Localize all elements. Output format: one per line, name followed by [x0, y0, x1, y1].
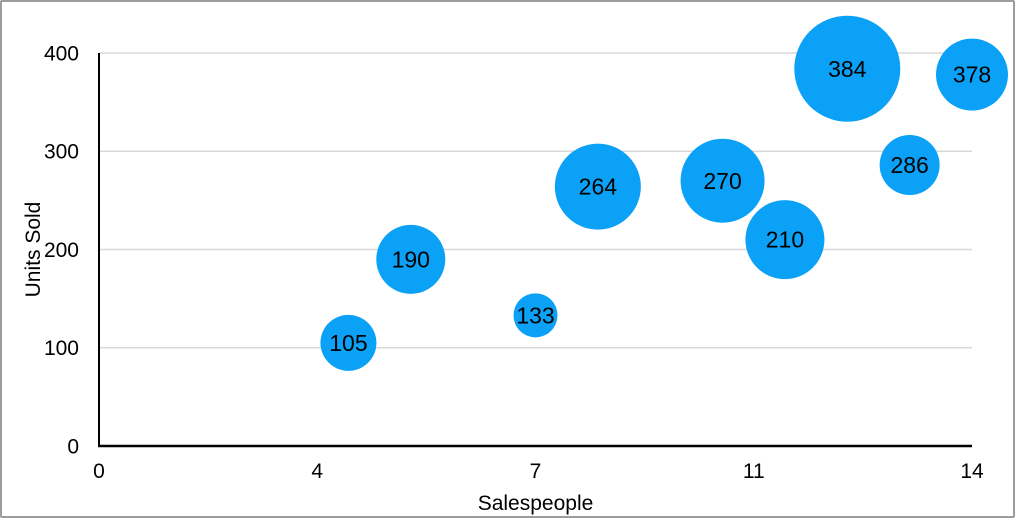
bubble-label: 105 [329, 330, 367, 356]
x-axis-title: Salespeople [478, 492, 594, 515]
bubble[interactable] [554, 143, 641, 230]
x-tick-label: 14 [960, 460, 984, 483]
bubble-label: 210 [766, 227, 804, 253]
y-tick-label: 300 [44, 141, 79, 164]
bubble[interactable] [513, 293, 558, 338]
x-tick-label: 11 [743, 460, 765, 483]
bubble-label: 384 [828, 56, 867, 82]
y-tick-label: 400 [44, 42, 79, 65]
y-tick-label: 100 [44, 337, 79, 360]
y-tick-label: 0 [67, 435, 79, 458]
bubble-label: 378 [953, 62, 991, 88]
bubble[interactable] [376, 224, 446, 294]
x-tick-label: 7 [530, 460, 542, 483]
bubble[interactable] [936, 38, 1008, 111]
bubble[interactable] [879, 135, 940, 196]
y-axis-title: Units Sold [22, 202, 45, 298]
x-tick-label: 0 [93, 460, 105, 483]
bubble-label: 286 [890, 152, 928, 178]
bubble[interactable] [745, 200, 825, 280]
x-tick-label: 4 [311, 460, 323, 483]
y-tick-label: 200 [44, 239, 79, 262]
bubble[interactable] [320, 314, 377, 371]
bubble[interactable] [794, 15, 901, 122]
bubble[interactable] [680, 138, 765, 223]
bubble-label: 264 [579, 174, 618, 200]
bubble-label: 270 [703, 168, 741, 194]
bubble-label: 190 [392, 246, 430, 272]
bubble-label: 133 [516, 302, 554, 328]
